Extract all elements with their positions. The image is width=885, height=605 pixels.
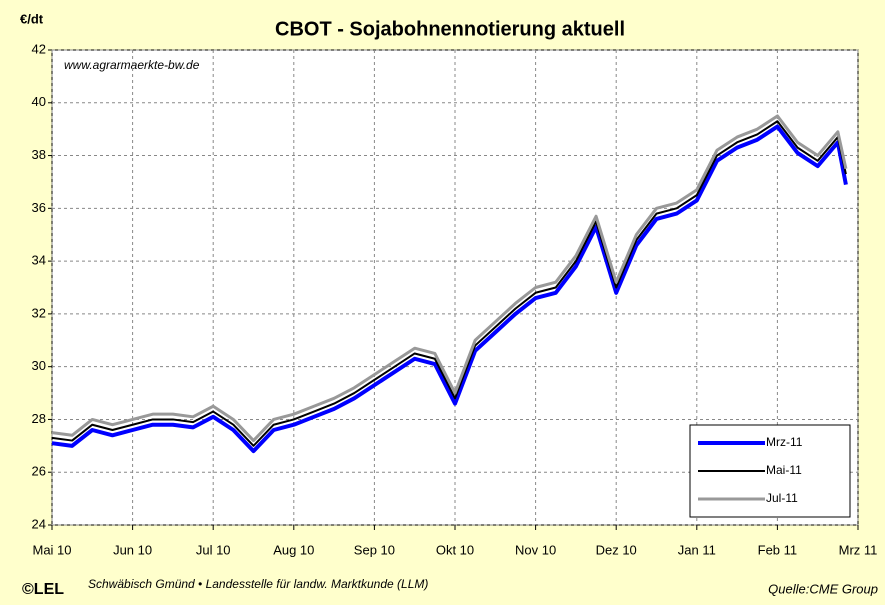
x-tick-label: Dez 10 xyxy=(596,542,637,557)
x-tick-label: Aug 10 xyxy=(273,542,314,557)
annotation: www.agrarmaerkte-bw.de xyxy=(64,58,200,72)
y-tick-label: 38 xyxy=(32,147,46,162)
x-tick-label: Mrz 11 xyxy=(839,542,878,557)
y-tick-label: 34 xyxy=(32,253,46,268)
series-line xyxy=(51,120,847,447)
x-tick-label: Jun 10 xyxy=(113,542,152,557)
x-tick-label: Sep 10 xyxy=(354,542,395,557)
y-tick-label: 28 xyxy=(32,411,46,426)
x-tick-label: Jul 10 xyxy=(196,542,231,557)
x-tick-label: Feb 11 xyxy=(758,542,798,557)
y-tick-label: 32 xyxy=(32,305,46,320)
x-tick-label: Mai 10 xyxy=(32,542,71,557)
x-tick-label: Jan 11 xyxy=(678,542,716,557)
y-tick-label: 30 xyxy=(32,358,46,373)
y-tick-label: 42 xyxy=(32,41,46,56)
chart-title: CBOT - Sojabohnennotierung aktuell xyxy=(275,18,625,40)
x-tick-label: Nov 10 xyxy=(515,542,556,557)
logo: ©LEL xyxy=(22,581,64,598)
footer-left: Schwäbisch Gmünd • Landesstelle für land… xyxy=(88,577,428,591)
series-line xyxy=(51,124,848,454)
x-tick-label: Okt 10 xyxy=(436,542,474,557)
y-tick-label: 24 xyxy=(32,516,46,531)
legend-label: Jul-11 xyxy=(766,491,798,505)
series-line xyxy=(51,114,848,443)
y-tick-label: 26 xyxy=(32,464,46,479)
legend-label: Mrz-11 xyxy=(766,435,803,449)
y-tick-label: 36 xyxy=(32,200,46,215)
y-axis-label: €/dt xyxy=(20,11,44,26)
footer-right: Quelle:CME Group xyxy=(768,581,878,596)
legend-label: Mai-11 xyxy=(766,463,802,477)
y-tick-label: 40 xyxy=(32,94,46,109)
